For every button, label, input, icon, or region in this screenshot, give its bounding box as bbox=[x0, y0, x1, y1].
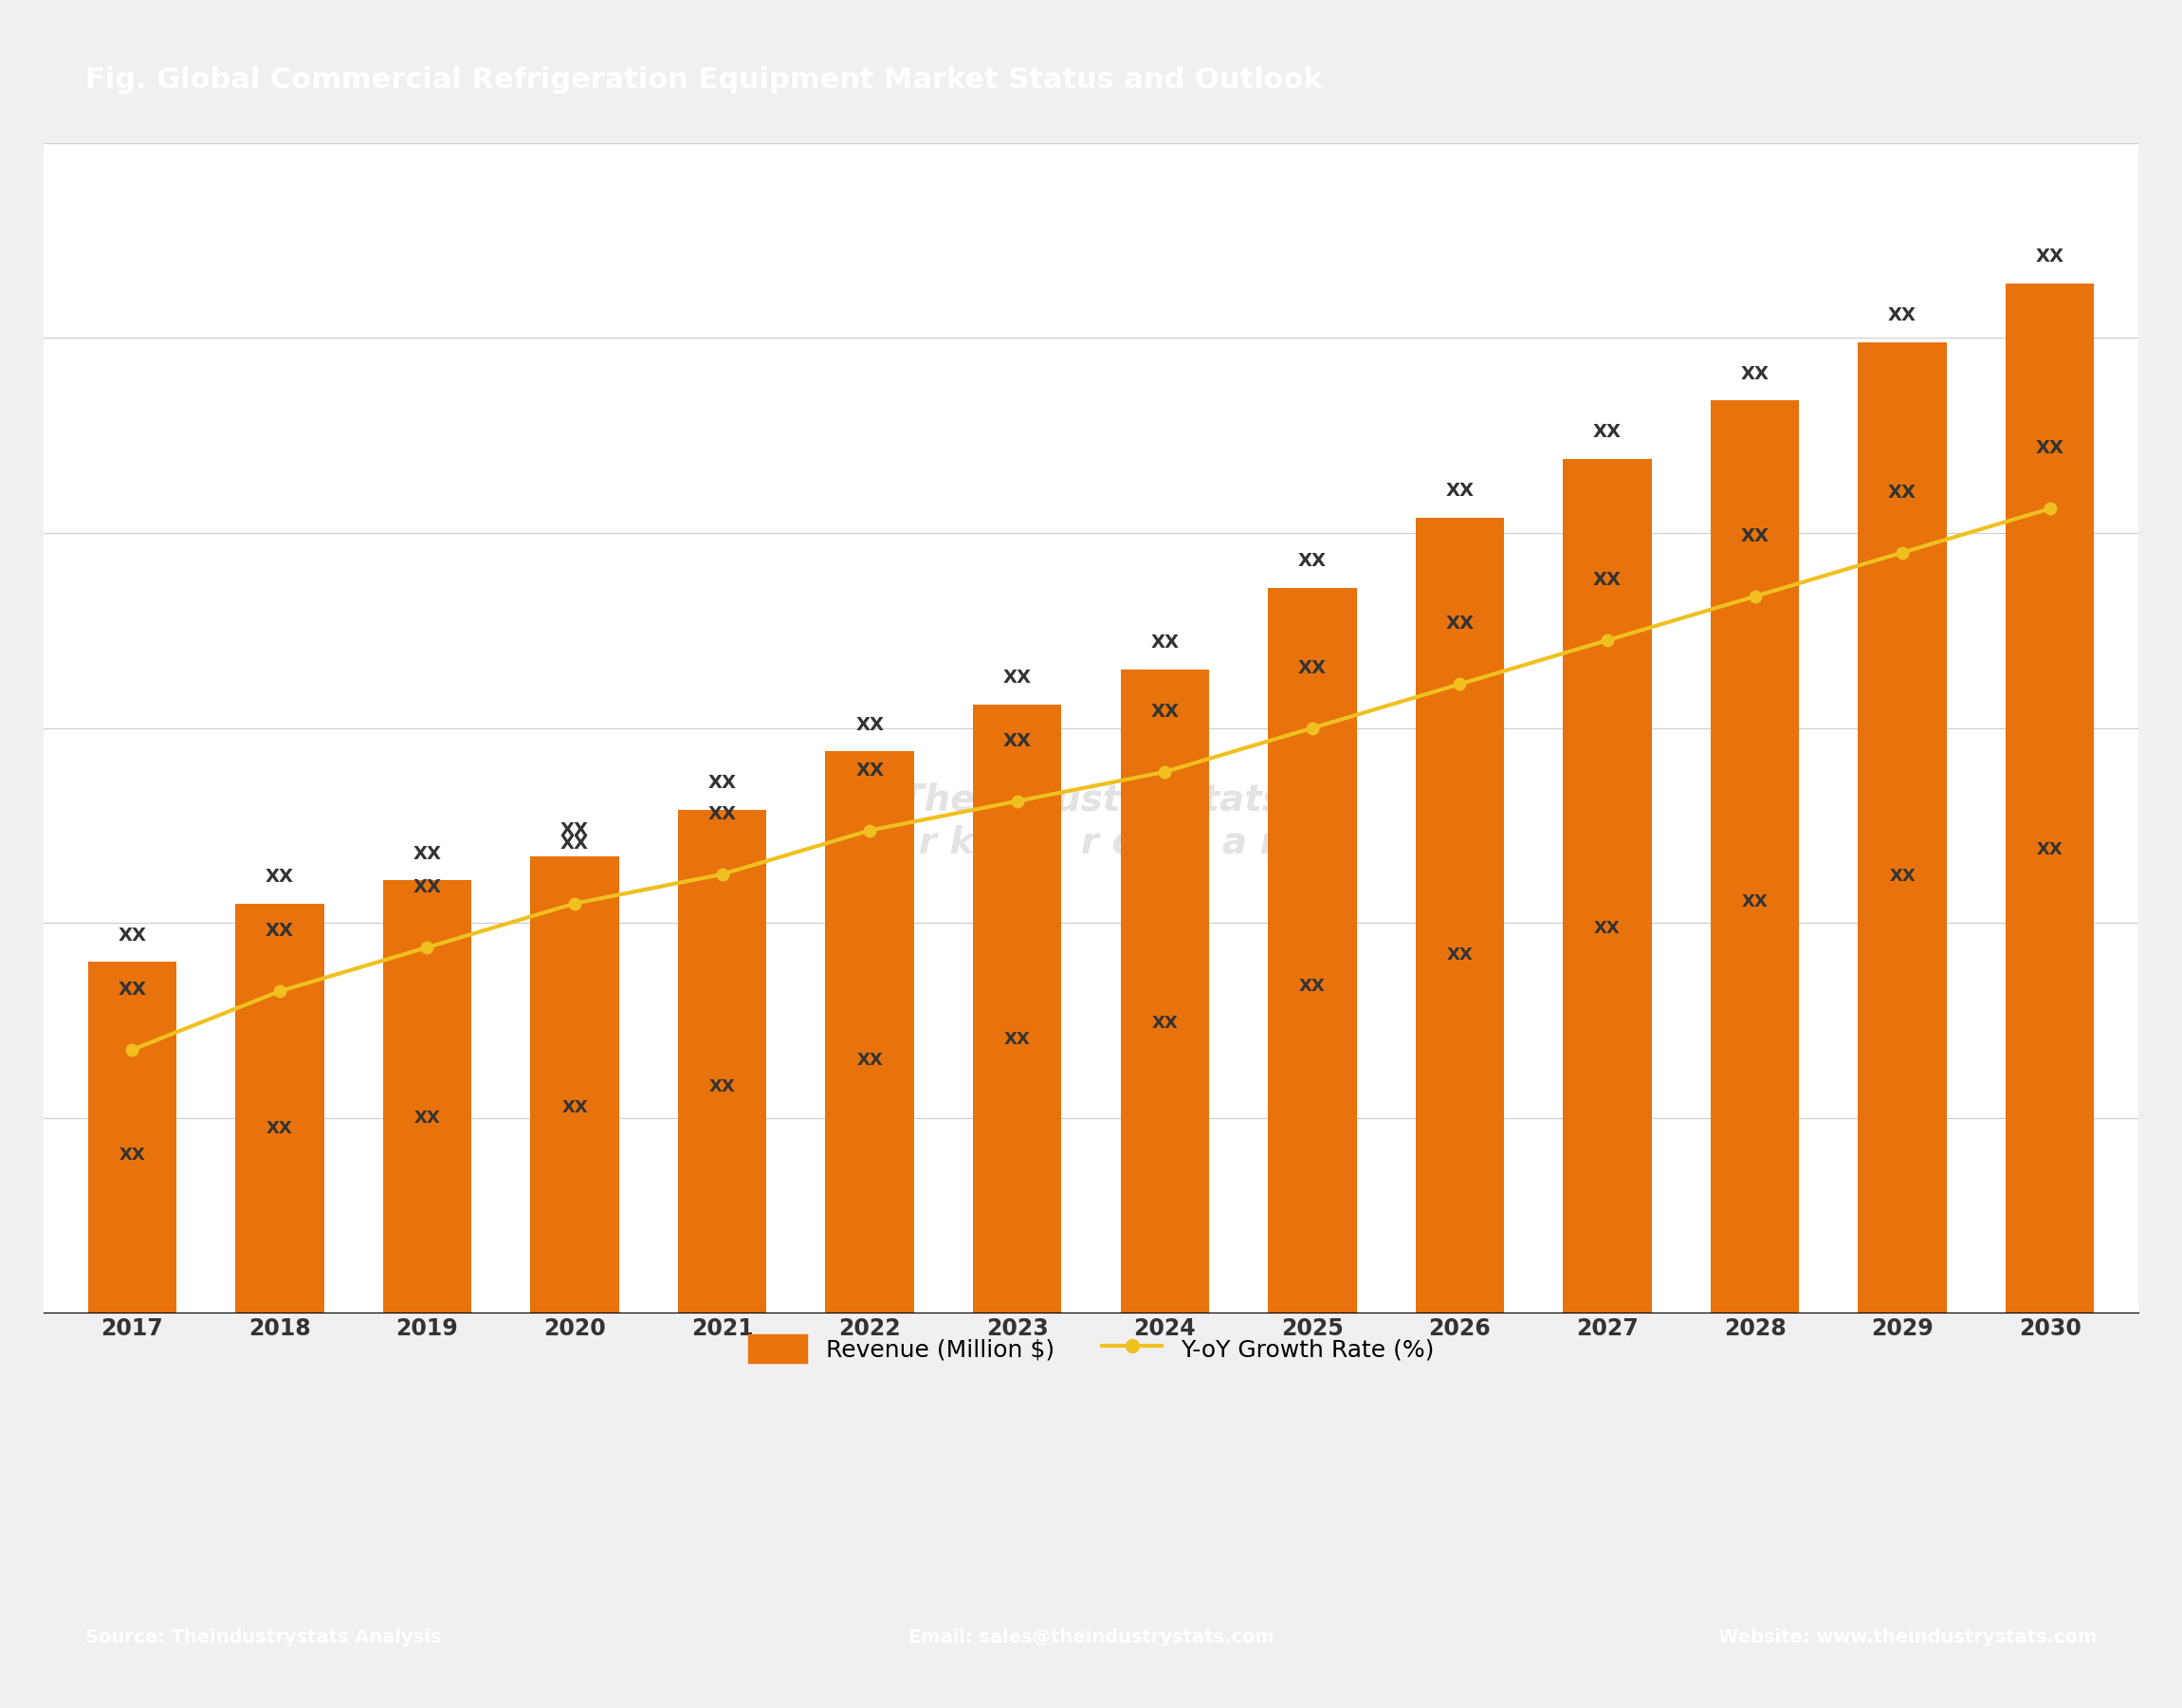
Bar bbox=[825, 752, 914, 1313]
Text: XX: XX bbox=[118, 980, 146, 999]
Text: XX: XX bbox=[266, 1120, 292, 1138]
Text: XX: XX bbox=[1593, 570, 1621, 589]
Bar bbox=[87, 962, 177, 1313]
Text: XX: XX bbox=[1152, 1015, 1178, 1032]
Text: XX: XX bbox=[118, 926, 146, 945]
Bar bbox=[679, 810, 766, 1313]
Text: XX: XX bbox=[2036, 840, 2062, 857]
Text: XX: XX bbox=[855, 762, 884, 779]
Text: Email: sales@theindustrystats.com: Email: sales@theindustrystats.com bbox=[908, 1628, 1274, 1647]
Bar bbox=[1268, 588, 1357, 1313]
Text: XX: XX bbox=[561, 822, 589, 839]
Text: Source: Theindustrystats Analysis: Source: Theindustrystats Analysis bbox=[85, 1628, 441, 1647]
Text: XX: XX bbox=[1150, 634, 1178, 652]
Text: XX: XX bbox=[412, 878, 441, 897]
Text: XX: XX bbox=[1298, 659, 1327, 676]
Text: XX: XX bbox=[1298, 979, 1324, 996]
Text: XX: XX bbox=[1887, 483, 1916, 502]
Text: XX: XX bbox=[412, 844, 441, 863]
Text: XX: XX bbox=[1004, 670, 1032, 687]
Text: XX: XX bbox=[1890, 868, 1916, 885]
Text: XX: XX bbox=[1004, 733, 1032, 750]
Text: The Industry Stats
m a r k e t   r e s e a r c h: The Industry Stats m a r k e t r e s e a… bbox=[829, 782, 1353, 861]
Text: XX: XX bbox=[1741, 893, 1767, 910]
Text: XX: XX bbox=[1741, 366, 1770, 383]
Text: XX: XX bbox=[855, 716, 884, 734]
Text: XX: XX bbox=[561, 834, 589, 852]
Text: XX: XX bbox=[1741, 528, 1770, 545]
Text: XX: XX bbox=[561, 1100, 587, 1115]
Text: Website: www.theindustrystats.com: Website: www.theindustrystats.com bbox=[1717, 1628, 2097, 1647]
Legend: Revenue (Million $), Y-oY Growth Rate (%): Revenue (Million $), Y-oY Growth Rate (%… bbox=[738, 1325, 1444, 1373]
Text: XX: XX bbox=[1447, 946, 1473, 963]
Text: XX: XX bbox=[2036, 248, 2064, 266]
Text: XX: XX bbox=[709, 1078, 735, 1095]
Text: XX: XX bbox=[707, 804, 738, 823]
Text: XX: XX bbox=[2036, 439, 2064, 458]
Bar bbox=[973, 705, 1060, 1313]
Text: XX: XX bbox=[1150, 702, 1178, 721]
Bar bbox=[1122, 670, 1209, 1313]
Text: XX: XX bbox=[1593, 424, 1621, 441]
Bar bbox=[1562, 459, 1652, 1313]
Bar bbox=[530, 857, 620, 1313]
Text: XX: XX bbox=[1444, 615, 1475, 634]
Bar bbox=[382, 880, 471, 1313]
Text: XX: XX bbox=[266, 922, 295, 939]
Text: XX: XX bbox=[1444, 482, 1475, 500]
Text: Fig. Global Commercial Refrigeration Equipment Market Status and Outlook: Fig. Global Commercial Refrigeration Equ… bbox=[85, 67, 1322, 94]
Bar bbox=[1416, 518, 1503, 1313]
Text: XX: XX bbox=[1887, 306, 1916, 325]
Text: XX: XX bbox=[858, 1052, 884, 1069]
Text: XX: XX bbox=[415, 1110, 441, 1127]
Text: XX: XX bbox=[1298, 552, 1327, 570]
Bar bbox=[1859, 342, 1946, 1313]
Text: XX: XX bbox=[707, 774, 738, 793]
Text: XX: XX bbox=[266, 868, 295, 886]
Text: XX: XX bbox=[120, 1146, 146, 1163]
Bar bbox=[1711, 400, 1800, 1313]
Bar bbox=[236, 904, 323, 1313]
Text: XX: XX bbox=[1004, 1030, 1030, 1047]
Bar bbox=[2005, 284, 2095, 1313]
Text: XX: XX bbox=[1595, 921, 1621, 938]
